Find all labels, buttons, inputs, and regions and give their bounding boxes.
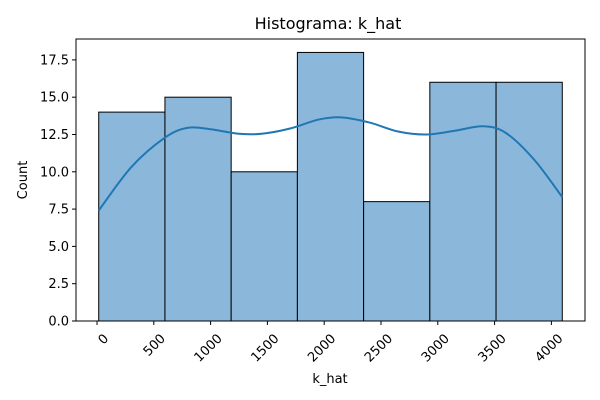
x-tick-label-1: 500: [141, 331, 169, 359]
y-tick-label-4: 10.0: [40, 165, 69, 180]
y-tick-label-5: 12.5: [40, 128, 69, 143]
plot-frame: [75, 38, 586, 322]
chart-title: Histograma: k_hat: [255, 14, 402, 34]
x-tick-label-4: 2000: [305, 331, 339, 365]
histogram-bar-0: [98, 111, 166, 322]
x-tick-label-7: 3500: [476, 331, 510, 365]
y-axis-label: Count: [16, 161, 31, 200]
x-axis-label: k_hat: [312, 372, 347, 387]
histogram-bar-5: [429, 81, 497, 322]
y-tick-label-3: 7.5: [48, 203, 69, 218]
histogram-bar-2: [230, 171, 298, 322]
x-tick-label-0: 0: [96, 331, 112, 347]
x-axis-ticks: 0 500 1000 1500 2000 2500 3000 3500 4000: [96, 321, 566, 365]
y-tick-label-1: 2.5: [48, 277, 69, 292]
y-tick-label-0: 0.0: [48, 315, 69, 330]
x-tick-label-2: 1000: [192, 331, 226, 365]
y-axis-ticks: 0.0 2.5 5.0 7.5 10.0 12.5 15.0 17.5: [40, 53, 76, 330]
x-tick-label-5: 2500: [362, 331, 396, 365]
histogram-bar-6: [495, 81, 563, 322]
y-tick-label-7: 17.5: [40, 53, 69, 68]
x-tick-label-8: 4000: [532, 331, 566, 365]
histogram-bar-1: [164, 96, 232, 322]
y-tick-label-6: 15.0: [40, 91, 69, 106]
x-tick-label-6: 3000: [419, 331, 453, 365]
y-tick-label-2: 5.0: [48, 240, 69, 255]
histogram-bar-4: [363, 201, 431, 322]
x-tick-label-3: 1500: [248, 331, 282, 365]
kde-curve: [97, 116, 564, 212]
bars-group: [98, 51, 563, 322]
histogram-bar-3: [296, 51, 365, 322]
